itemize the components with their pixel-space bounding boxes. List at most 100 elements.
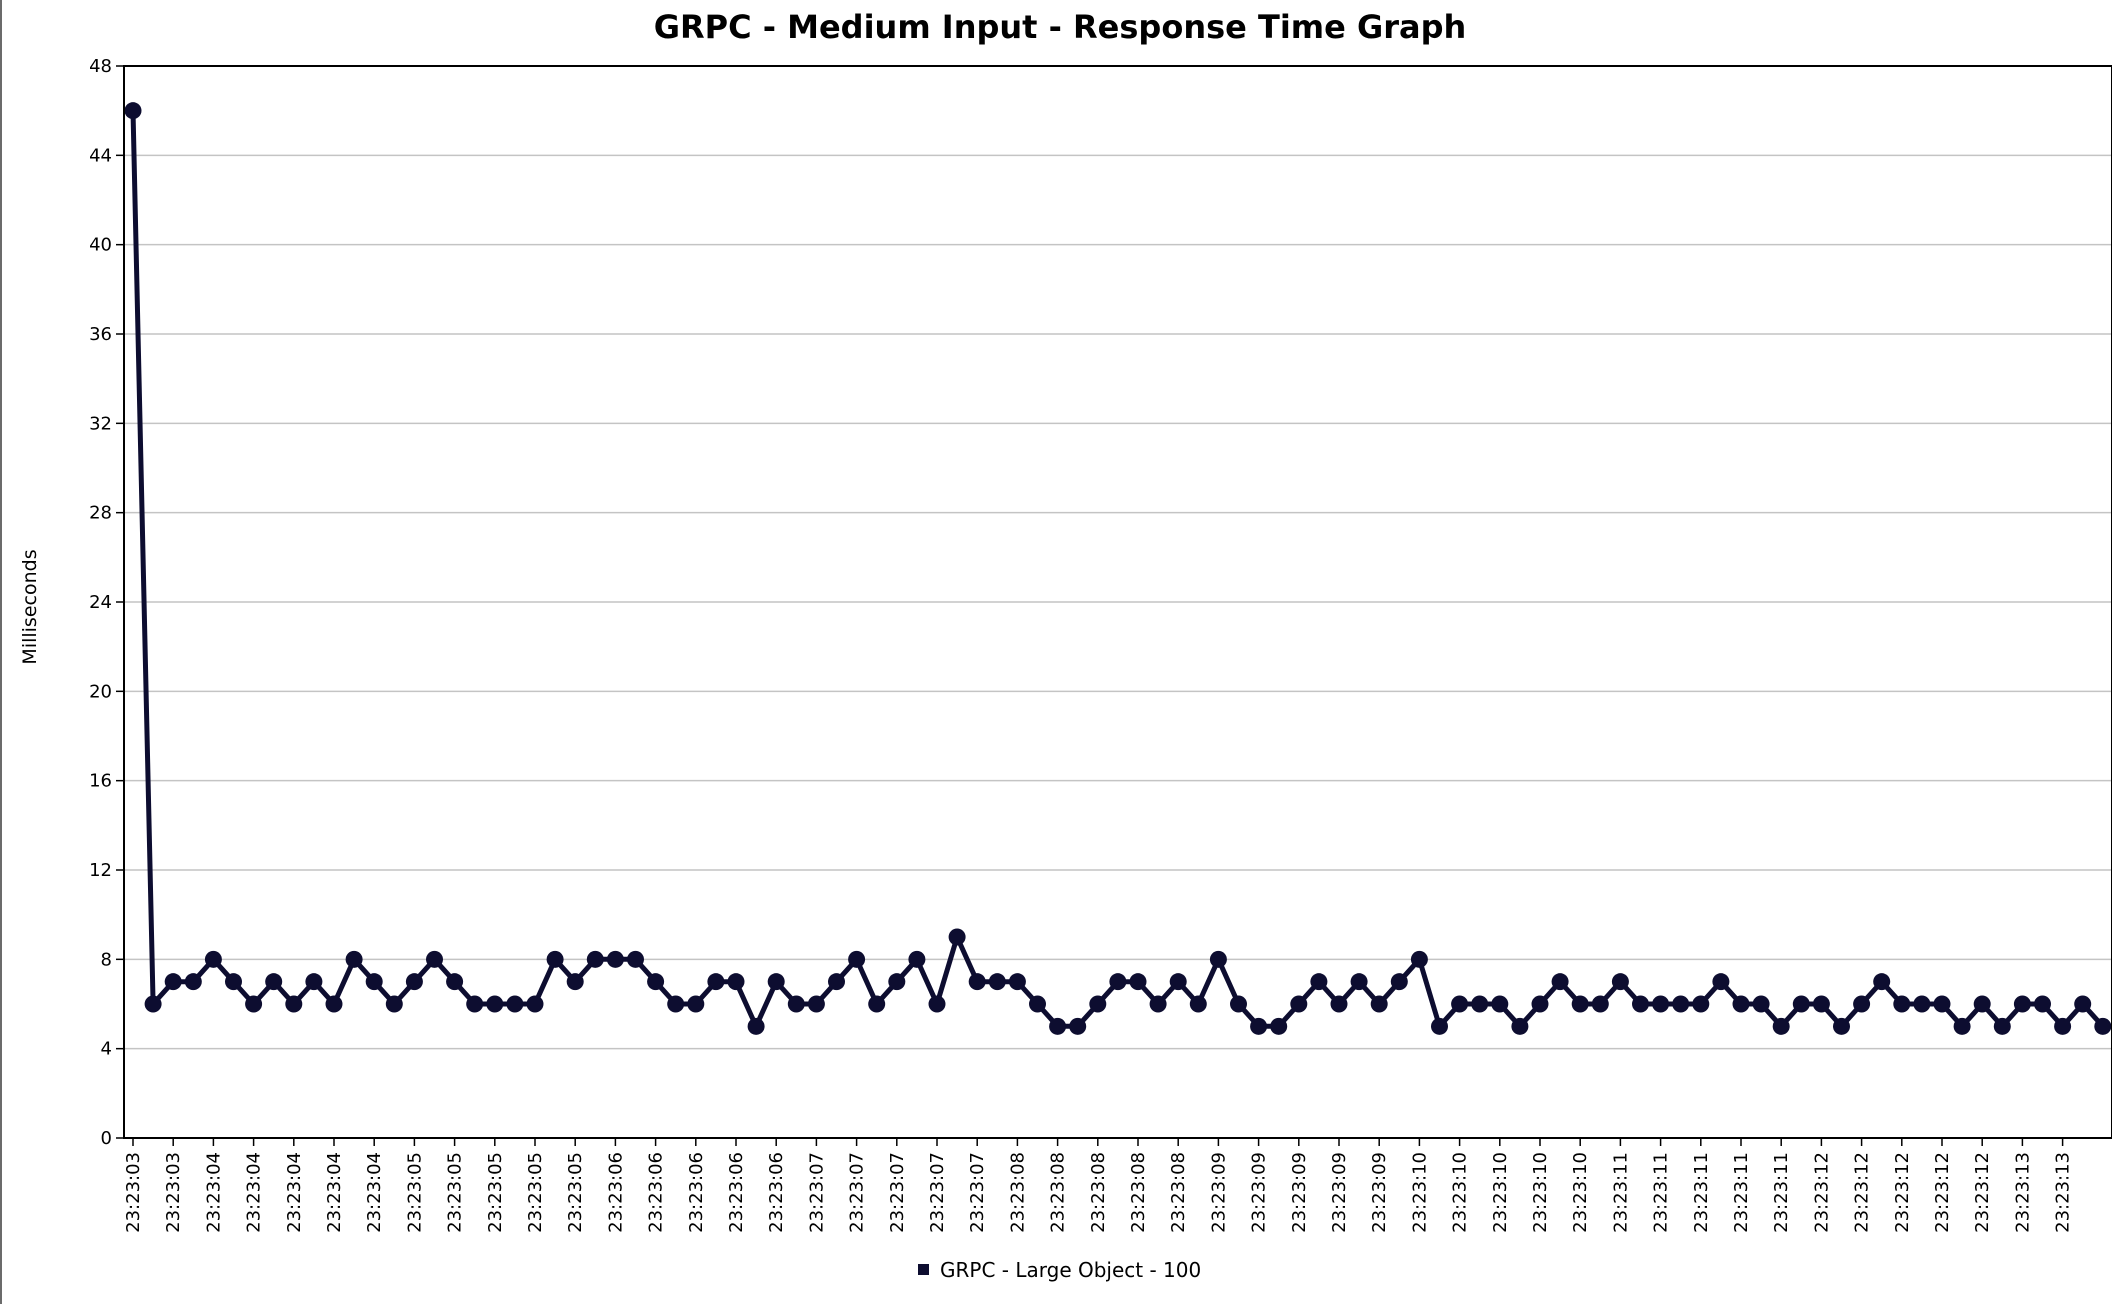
y-tick-label: 32 [89, 413, 112, 434]
data-point [1370, 995, 1388, 1013]
x-tick-label: 23:23:11 [1610, 1152, 1631, 1233]
data-point [1812, 995, 1830, 1013]
data-point [124, 102, 142, 120]
data-point [405, 973, 423, 991]
data-point [1169, 973, 1187, 991]
data-point [1230, 995, 1247, 1013]
data-point [1451, 995, 1469, 1013]
data-point [2034, 995, 2051, 1013]
x-tick-label: 23:23:11 [1651, 1152, 1672, 1233]
y-tick-label: 16 [89, 771, 112, 792]
data-point [1049, 1017, 1067, 1035]
x-tick-label: 23:23:05 [404, 1152, 425, 1233]
y-tick-label: 20 [89, 681, 112, 702]
x-tick-label: 23:23:03 [163, 1152, 184, 1233]
x-tick-label: 23:23:04 [244, 1152, 265, 1233]
data-point [1993, 1017, 2011, 1035]
data-point [1672, 995, 1690, 1013]
data-point [1531, 995, 1549, 1013]
data-point [1410, 950, 1428, 968]
data-point [446, 973, 464, 991]
y-tick-label: 40 [89, 235, 112, 256]
data-point [868, 995, 886, 1013]
data-point [1833, 1017, 1850, 1035]
data-point [566, 973, 584, 991]
x-tick-label: 23:23:12 [1892, 1152, 1913, 1233]
data-point [767, 973, 785, 991]
data-point [1611, 973, 1629, 991]
data-point [807, 995, 825, 1013]
data-point [1089, 995, 1107, 1013]
data-point [727, 973, 745, 991]
data-point [1551, 973, 1569, 991]
x-tick-label: 23:23:11 [1771, 1152, 1792, 1233]
x-tick-label: 23:23:12 [1972, 1152, 1993, 1233]
x-axis: 23:23:03 23:23:03 23:23:04 23:23:04 23:23:04… [123, 1138, 2074, 1233]
x-tick-label: 23:23:09 [1249, 1152, 1270, 1233]
data-point [1792, 995, 1810, 1013]
data-point [1330, 995, 1348, 1013]
data-point [647, 973, 665, 991]
data-point [385, 995, 403, 1013]
data-point [968, 973, 986, 991]
x-tick-label: 23:23:10 [1570, 1152, 1591, 1233]
x-tick-label: 23:23:09 [1289, 1152, 1310, 1233]
y-axis-label: Milliseconds [19, 549, 41, 664]
legend: GRPC - Large Object - 100 [918, 1258, 1201, 1282]
x-tick-label: 23:23:04 [284, 1152, 305, 1233]
y-tick-label: 12 [89, 860, 112, 881]
data-point [225, 973, 242, 991]
x-tick-label: 23:23:10 [1530, 1152, 1551, 1233]
data-point [928, 995, 946, 1013]
data-point [2074, 995, 2092, 1013]
x-tick-label: 23:23:11 [1691, 1152, 1712, 1233]
x-tick-label: 23:23:13 [2012, 1152, 2033, 1233]
x-tick-label: 23:23:06 [646, 1152, 667, 1233]
x-tick-label: 23:23:07 [967, 1152, 988, 1233]
data-point [1069, 1017, 1087, 1035]
y-tick-label: 44 [89, 145, 112, 166]
data-point [1692, 995, 1710, 1013]
data-point [486, 995, 504, 1013]
data-point [908, 950, 926, 968]
x-tick-label: 23:23:11 [1731, 1152, 1752, 1233]
data-point [1732, 995, 1750, 1013]
series-line [130, 108, 2106, 1029]
x-tick-label: 23:23:09 [1208, 1152, 1229, 1233]
data-point [1571, 995, 1589, 1013]
data-point [506, 995, 524, 1013]
y-tick-label: 28 [89, 503, 112, 524]
data-point [1390, 973, 1408, 991]
legend-label: GRPC - Large Object - 100 [940, 1258, 1201, 1282]
data-point [1471, 995, 1489, 1013]
x-tick-label: 23:23:04 [203, 1152, 224, 1233]
x-tick-label: 23:23:08 [1168, 1152, 1189, 1233]
data-point [1350, 973, 1368, 991]
y-tick-label: 0 [101, 1128, 112, 1149]
data-point [1149, 995, 1167, 1013]
data-point [1491, 995, 1509, 1013]
window-left-border [0, 0, 2, 1304]
data-point [787, 995, 805, 1013]
data-point [1712, 973, 1730, 991]
data-point [1873, 973, 1891, 991]
data-point [1270, 1017, 1288, 1035]
data-point [1591, 995, 1609, 1013]
data-point [2094, 1017, 2112, 1035]
data-point [1511, 1017, 1529, 1035]
data-point [1652, 995, 1670, 1013]
x-tick-label: 23:23:08 [1048, 1152, 1069, 1233]
data-point [1893, 995, 1911, 1013]
data-point [1029, 995, 1046, 1013]
data-point [1933, 995, 1951, 1013]
x-tick-label: 23:23:06 [766, 1152, 787, 1233]
data-point [305, 973, 323, 991]
x-tick-label: 23:23:07 [887, 1152, 908, 1233]
x-tick-label: 23:23:13 [2053, 1152, 2074, 1233]
data-point [1752, 995, 1770, 1013]
data-point [144, 995, 162, 1013]
data-point [245, 995, 263, 1013]
data-point [1973, 995, 1991, 1013]
y-tick-label: 48 [89, 56, 112, 77]
